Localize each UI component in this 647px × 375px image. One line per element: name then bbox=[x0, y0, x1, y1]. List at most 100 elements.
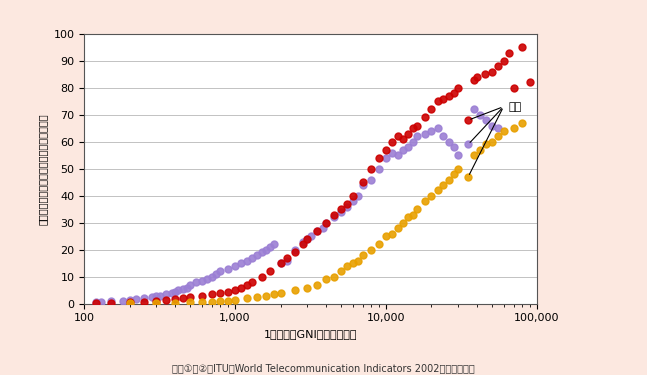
Point bbox=[170, 289, 180, 295]
Point bbox=[215, 290, 226, 296]
Point bbox=[475, 147, 485, 153]
Point bbox=[223, 297, 234, 303]
Point bbox=[312, 228, 322, 234]
Point bbox=[381, 233, 391, 239]
Point bbox=[426, 128, 437, 134]
Point bbox=[453, 166, 463, 172]
Point bbox=[124, 297, 135, 303]
Point bbox=[256, 249, 267, 255]
Point bbox=[265, 268, 275, 274]
Point bbox=[202, 276, 212, 282]
Point bbox=[487, 123, 497, 129]
Point bbox=[206, 298, 217, 304]
Point bbox=[230, 287, 240, 293]
Point bbox=[184, 282, 195, 288]
Point bbox=[387, 150, 397, 156]
Point bbox=[252, 294, 262, 300]
X-axis label: 1人当たりGNI（ドル／人）: 1人当たりGNI（ドル／人） bbox=[264, 329, 357, 339]
Point bbox=[366, 177, 377, 183]
Point bbox=[184, 299, 195, 305]
Point bbox=[426, 193, 437, 199]
Point bbox=[347, 193, 358, 199]
Point bbox=[463, 141, 474, 147]
Point bbox=[281, 258, 292, 264]
Point bbox=[91, 300, 101, 306]
Point bbox=[481, 141, 491, 147]
Point bbox=[252, 252, 262, 258]
Point bbox=[124, 299, 135, 305]
Point bbox=[151, 293, 161, 299]
Point bbox=[468, 152, 479, 158]
Point bbox=[426, 106, 437, 112]
Point bbox=[374, 242, 384, 248]
Point bbox=[403, 144, 413, 150]
Point bbox=[312, 228, 322, 234]
Point bbox=[433, 125, 443, 131]
Point bbox=[503, 50, 514, 55]
Point bbox=[161, 291, 171, 297]
Point bbox=[374, 155, 384, 161]
Point bbox=[408, 125, 418, 131]
Point bbox=[443, 139, 454, 145]
Point bbox=[342, 201, 352, 207]
Point bbox=[139, 296, 149, 302]
Point bbox=[184, 294, 195, 300]
Point bbox=[170, 300, 180, 306]
Point bbox=[387, 231, 397, 237]
Point bbox=[290, 247, 300, 253]
Point bbox=[96, 298, 107, 304]
Point bbox=[335, 209, 345, 215]
Point bbox=[131, 296, 141, 302]
Point bbox=[182, 285, 192, 291]
Point bbox=[261, 292, 271, 298]
Point bbox=[302, 236, 313, 242]
Point bbox=[197, 292, 207, 298]
Point bbox=[329, 214, 339, 220]
Point bbox=[525, 80, 535, 86]
Point bbox=[453, 152, 463, 158]
Point bbox=[335, 206, 345, 212]
Point bbox=[393, 225, 403, 231]
Point bbox=[118, 297, 128, 303]
Point bbox=[306, 233, 316, 239]
Point bbox=[206, 291, 217, 297]
Point bbox=[509, 85, 519, 91]
Point bbox=[256, 274, 267, 280]
Point bbox=[381, 155, 391, 161]
Point bbox=[448, 171, 459, 177]
Point bbox=[318, 225, 328, 231]
Point bbox=[387, 139, 397, 145]
Point bbox=[155, 292, 166, 298]
Point bbox=[481, 117, 491, 123]
Point bbox=[398, 220, 408, 226]
Point bbox=[492, 134, 503, 140]
Point bbox=[475, 112, 485, 118]
Point bbox=[197, 278, 207, 284]
Point bbox=[298, 238, 308, 244]
Point bbox=[358, 182, 368, 188]
Point bbox=[166, 290, 177, 296]
Point bbox=[353, 258, 363, 264]
Point bbox=[276, 260, 286, 266]
Point bbox=[411, 134, 422, 140]
Point bbox=[290, 249, 300, 255]
Point bbox=[236, 285, 247, 291]
Point bbox=[276, 260, 286, 266]
Point bbox=[487, 139, 497, 145]
Point bbox=[358, 179, 368, 185]
Point bbox=[448, 90, 459, 96]
Point bbox=[468, 106, 479, 112]
Text: 日本: 日本 bbox=[509, 102, 522, 112]
Point bbox=[191, 279, 201, 285]
Text: 図表①、②　ITU「World Telecommunication Indicators 2002」により作成: 図表①、② ITU「World Telecommunication Indica… bbox=[172, 363, 475, 373]
Point bbox=[242, 258, 252, 264]
Point bbox=[261, 247, 271, 253]
Point bbox=[498, 128, 509, 134]
Point bbox=[151, 298, 161, 304]
Point bbox=[276, 290, 286, 296]
Point bbox=[353, 193, 363, 199]
Point bbox=[223, 289, 234, 295]
Point bbox=[443, 93, 454, 99]
Point bbox=[247, 279, 258, 285]
Point bbox=[247, 255, 258, 261]
